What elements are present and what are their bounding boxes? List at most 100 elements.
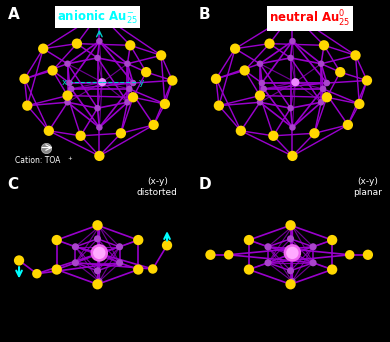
Point xyxy=(64,93,71,98)
Text: (x-y)
planar: (x-y) planar xyxy=(354,177,383,197)
Point xyxy=(64,61,71,66)
Point xyxy=(96,38,103,44)
Point xyxy=(96,125,103,130)
Point xyxy=(96,11,103,16)
Point xyxy=(225,252,232,258)
Point xyxy=(21,76,28,82)
Point xyxy=(289,250,296,255)
Point xyxy=(164,242,170,248)
Point xyxy=(169,78,176,83)
Point xyxy=(96,224,103,229)
Point xyxy=(289,250,296,255)
Point xyxy=(324,80,330,86)
Point xyxy=(213,76,219,82)
Point xyxy=(287,236,294,241)
Text: y: y xyxy=(139,78,144,87)
Point xyxy=(289,11,296,16)
Point xyxy=(117,260,123,265)
Point xyxy=(53,237,60,243)
Point xyxy=(151,122,157,128)
Point xyxy=(337,69,343,75)
Point xyxy=(261,86,267,92)
Text: B: B xyxy=(199,7,211,22)
Point xyxy=(130,94,136,100)
Point xyxy=(287,281,294,287)
Point xyxy=(265,244,271,250)
Point xyxy=(96,250,103,255)
Point xyxy=(135,237,142,243)
Text: A: A xyxy=(8,7,20,22)
Point xyxy=(162,101,168,107)
Point xyxy=(329,267,335,272)
Point xyxy=(130,80,136,86)
Point xyxy=(96,278,103,284)
Point xyxy=(94,281,101,287)
Point xyxy=(72,260,78,265)
Point xyxy=(270,133,277,139)
Text: D: D xyxy=(199,177,211,192)
Point xyxy=(246,237,252,243)
Point xyxy=(94,55,101,61)
Point xyxy=(356,101,362,107)
Point xyxy=(241,68,248,73)
Point xyxy=(257,100,263,105)
Point xyxy=(143,69,149,75)
Point xyxy=(16,258,22,263)
Point xyxy=(124,61,131,66)
Point xyxy=(117,244,123,250)
Point xyxy=(292,79,298,85)
Point xyxy=(94,268,101,274)
Point xyxy=(353,53,359,58)
Point xyxy=(320,86,326,92)
Point xyxy=(232,46,238,51)
Point xyxy=(50,68,56,73)
Point xyxy=(68,86,74,92)
Text: anionic Au$_{25}^{-}$: anionic Au$_{25}^{-}$ xyxy=(57,9,138,26)
Point xyxy=(238,128,244,133)
Point xyxy=(94,236,101,241)
Point xyxy=(126,86,133,92)
Point xyxy=(74,41,80,47)
Point xyxy=(207,252,214,258)
Text: neutral Au$_{25}^{0}$: neutral Au$_{25}^{0}$ xyxy=(269,9,350,28)
Point xyxy=(324,94,330,100)
Point xyxy=(78,133,84,139)
Point xyxy=(124,100,131,105)
Point xyxy=(43,145,49,150)
Point xyxy=(94,105,101,111)
Point xyxy=(347,252,353,258)
Point xyxy=(321,43,327,48)
Point xyxy=(318,100,324,105)
Text: Cation: TOA: Cation: TOA xyxy=(15,156,60,165)
Point xyxy=(72,244,78,250)
Point xyxy=(257,93,263,98)
Point xyxy=(289,153,296,159)
Point xyxy=(24,103,30,108)
Text: x: x xyxy=(62,78,67,87)
Point xyxy=(64,100,71,105)
Point xyxy=(310,260,316,265)
Point xyxy=(265,260,271,265)
Point xyxy=(99,79,105,85)
Point xyxy=(287,105,294,111)
Point xyxy=(135,267,142,272)
Point xyxy=(46,128,52,133)
Point xyxy=(118,131,124,136)
Point xyxy=(289,125,296,130)
Text: C: C xyxy=(7,177,19,192)
Point xyxy=(150,266,156,272)
Point xyxy=(158,53,164,58)
Point xyxy=(94,223,101,228)
Point xyxy=(127,43,133,48)
Point xyxy=(53,267,60,272)
Point xyxy=(329,237,335,243)
Point xyxy=(96,153,103,159)
Point xyxy=(289,38,296,44)
Point xyxy=(246,267,252,272)
Point xyxy=(66,80,73,86)
Point xyxy=(34,271,40,276)
Point xyxy=(216,103,222,108)
Point xyxy=(318,61,324,66)
Point xyxy=(257,61,263,66)
Point xyxy=(266,41,273,47)
